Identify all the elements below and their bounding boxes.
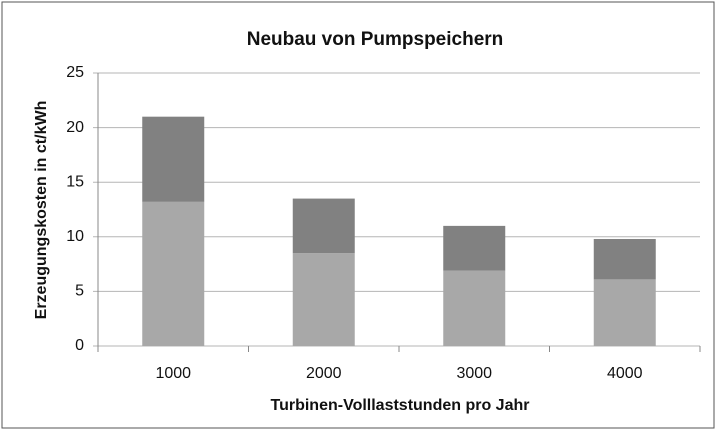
x-tick-label: 4000 bbox=[607, 365, 643, 382]
x-tick-label: 2000 bbox=[306, 365, 342, 382]
bar-segment bbox=[443, 225, 506, 271]
x-axis-label: Turbinen-Volllaststunden pro Jahr bbox=[271, 397, 530, 414]
y-tick-label: 20 bbox=[66, 119, 84, 136]
y-tick-label: 0 bbox=[75, 337, 84, 354]
bar-segment bbox=[443, 270, 506, 346]
bar-segment bbox=[292, 253, 355, 346]
y-tick-label: 5 bbox=[75, 283, 84, 300]
chart-title: Neubau von Pumpspeichern bbox=[247, 29, 504, 50]
y-tick-label: 25 bbox=[66, 64, 84, 81]
bar-segment bbox=[142, 201, 205, 346]
bar-segment bbox=[142, 116, 205, 202]
x-tick-label: 1000 bbox=[155, 365, 191, 382]
bar-segment bbox=[292, 198, 355, 254]
y-tick-label: 10 bbox=[66, 228, 84, 245]
bar-segment bbox=[593, 279, 656, 346]
x-tick-label: 3000 bbox=[456, 365, 492, 382]
bar-segment bbox=[593, 238, 656, 280]
y-axis-label: Erzeugungskosten in ct/kWh bbox=[33, 101, 50, 320]
y-tick-label: 15 bbox=[66, 173, 84, 190]
